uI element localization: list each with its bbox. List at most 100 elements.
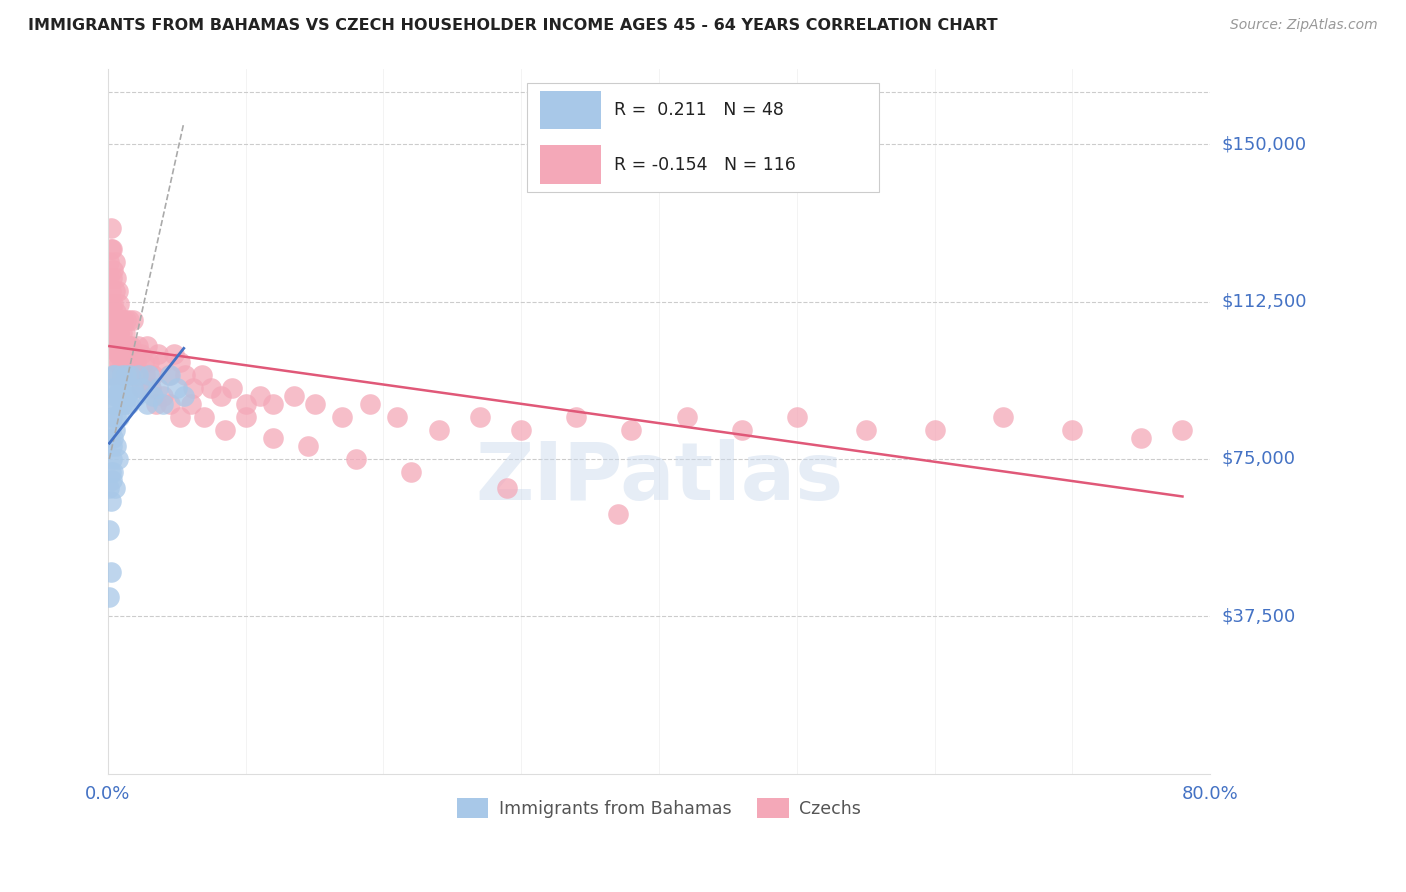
Point (103, 326, 125, 340)
Point (98, 591, 121, 605)
Point (387, 409, 409, 424)
Point (214, 423, 236, 437)
Point (100, 494, 122, 508)
Point (104, 284, 127, 298)
Point (180, 397, 202, 411)
Point (157, 368, 180, 382)
Point (111, 397, 134, 411)
Point (427, 423, 450, 437)
Point (142, 368, 165, 382)
Point (100, 242, 122, 256)
Point (121, 355, 143, 369)
Point (330, 409, 353, 424)
Text: R =  0.211   N = 48: R = 0.211 N = 48 (614, 101, 783, 119)
Point (107, 284, 129, 298)
Point (105, 380, 128, 394)
Point (183, 380, 205, 394)
Point (121, 380, 143, 394)
Point (606, 507, 628, 521)
Point (98, 524, 121, 538)
Point (132, 355, 155, 369)
Point (359, 397, 381, 411)
Point (105, 271, 128, 285)
Point (146, 347, 169, 361)
Point (104, 481, 127, 495)
Point (111, 326, 134, 340)
Point (118, 368, 141, 382)
Point (98, 254, 121, 268)
Point (103, 263, 125, 277)
Point (108, 355, 131, 369)
Point (200, 380, 222, 394)
Point (101, 409, 124, 424)
Point (190, 368, 212, 382)
Point (110, 347, 132, 361)
Point (127, 368, 149, 382)
Point (100, 566, 122, 580)
Point (117, 355, 139, 369)
Point (108, 409, 131, 424)
Point (105, 338, 128, 352)
Point (105, 338, 128, 352)
Point (169, 355, 191, 369)
Point (496, 481, 519, 495)
Point (304, 397, 326, 411)
Point (100, 284, 122, 298)
Point (262, 397, 284, 411)
Point (235, 397, 257, 411)
Point (101, 271, 124, 285)
Point (108, 326, 131, 340)
Point (209, 389, 232, 403)
Point (110, 313, 132, 327)
FancyBboxPatch shape (527, 83, 879, 192)
Point (118, 355, 141, 369)
Point (152, 389, 174, 403)
Point (103, 296, 125, 310)
Point (124, 355, 146, 369)
Point (101, 242, 124, 256)
Point (112, 347, 135, 361)
Point (108, 296, 131, 310)
Point (138, 368, 160, 382)
Point (107, 347, 129, 361)
Point (101, 305, 124, 319)
Point (103, 326, 125, 340)
Point (152, 355, 174, 369)
Point (98, 271, 121, 285)
Point (108, 326, 131, 340)
Point (855, 423, 877, 437)
Text: $112,500: $112,500 (1222, 293, 1306, 310)
Point (235, 409, 257, 424)
Point (105, 439, 128, 453)
Point (115, 368, 138, 382)
Point (118, 313, 141, 327)
Point (152, 397, 174, 411)
Point (100, 465, 122, 479)
Point (112, 380, 135, 394)
Point (159, 368, 181, 382)
Point (100, 313, 122, 327)
Point (142, 389, 165, 403)
Point (146, 380, 169, 394)
Point (104, 423, 127, 437)
Point (101, 338, 124, 352)
Text: R = -0.154   N = 116: R = -0.154 N = 116 (614, 155, 796, 174)
Point (118, 338, 141, 352)
Point (120, 338, 142, 352)
Point (100, 221, 122, 235)
Point (115, 347, 138, 361)
Point (100, 423, 122, 437)
Point (103, 465, 125, 479)
Point (510, 423, 533, 437)
Point (399, 465, 422, 479)
Point (124, 389, 146, 403)
Point (262, 431, 284, 445)
Point (114, 355, 136, 369)
Text: $37,500: $37,500 (1222, 607, 1295, 625)
Point (924, 423, 946, 437)
Point (118, 368, 141, 382)
Point (108, 389, 131, 403)
Point (174, 368, 197, 382)
Point (103, 313, 125, 327)
Point (105, 305, 128, 319)
